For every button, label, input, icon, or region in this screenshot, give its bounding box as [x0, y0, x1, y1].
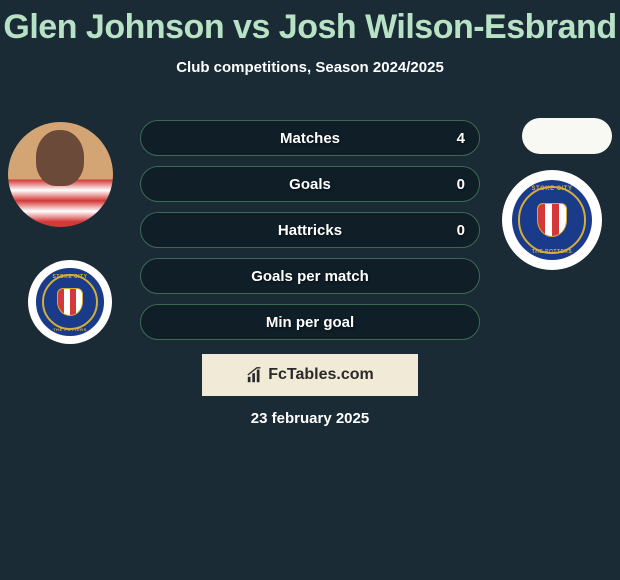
stats-list: Matches 4 Goals 0 Hattricks 0 Goals per …: [140, 120, 480, 350]
stat-row: Goals 0: [140, 166, 480, 202]
player-right-avatar: [522, 118, 612, 154]
stat-row: Matches 4: [140, 120, 480, 156]
club-badge-right: STOKE CITY THE POTTERS: [502, 170, 602, 270]
page-subtitle: Club competitions, Season 2024/2025: [0, 59, 620, 76]
bar-chart-icon: [246, 366, 264, 384]
stat-row: Min per goal: [140, 304, 480, 340]
stat-label: Min per goal: [266, 314, 354, 331]
player-left-avatar: [8, 122, 113, 227]
stat-row: Hattricks 0: [140, 212, 480, 248]
stat-value: 4: [457, 130, 465, 147]
stat-label: Goals: [289, 176, 331, 193]
fctables-text: FcTables.com: [268, 366, 374, 384]
page-title: Glen Johnson vs Josh Wilson-Esbrand: [0, 0, 620, 47]
stat-label: Goals per match: [251, 268, 369, 285]
fctables-logo-box: FcTables.com: [202, 354, 418, 396]
stat-label: Matches: [280, 130, 340, 147]
avatar-head-shape: [36, 130, 84, 186]
stat-row: Goals per match: [140, 258, 480, 294]
footer-date: 23 february 2025: [0, 410, 620, 427]
stat-value: 0: [457, 176, 465, 193]
crest-motto: THE POTTERS: [36, 327, 103, 332]
stoke-crest-icon: STOKE CITY THE POTTERS: [512, 180, 592, 260]
club-badge-left: STOKE CITY THE POTTERS: [28, 260, 112, 344]
stat-label: Hattricks: [278, 222, 342, 239]
crest-motto: THE POTTERS: [512, 249, 592, 255]
stoke-crest-icon: STOKE CITY THE POTTERS: [36, 268, 103, 335]
stat-value: 0: [457, 222, 465, 239]
